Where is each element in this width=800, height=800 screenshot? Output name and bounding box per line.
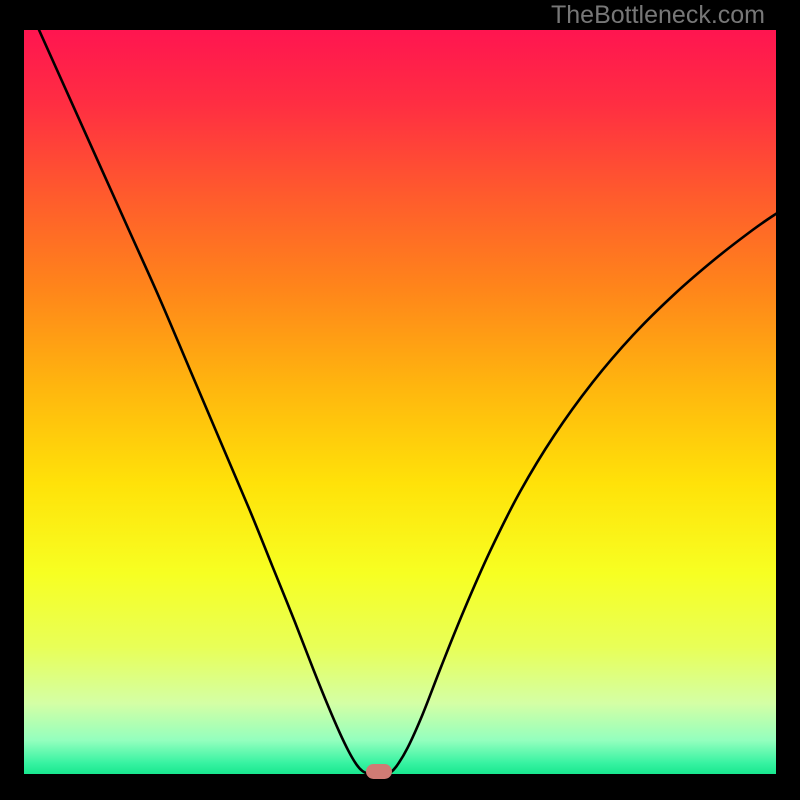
bottleneck-curve: [24, 30, 776, 774]
optimum-marker: [366, 764, 392, 779]
chart-outer-frame: TheBottleneck.com: [0, 0, 800, 800]
watermark-text: TheBottleneck.com: [551, 1, 765, 30]
plot-area: [24, 30, 776, 774]
